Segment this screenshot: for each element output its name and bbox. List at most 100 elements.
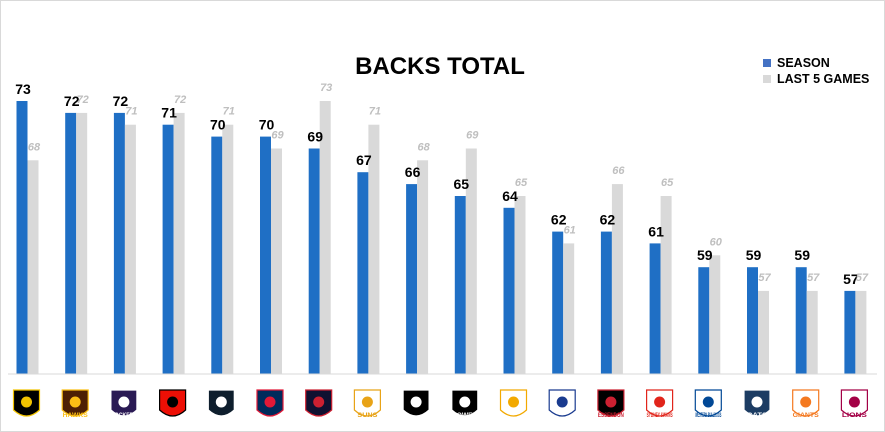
lion-icon-mark — [848, 396, 860, 408]
goldcoast-logo-text: SUNS — [357, 413, 377, 419]
bomber-icon-mark — [605, 396, 617, 408]
label-last5-6: 73 — [320, 82, 332, 94]
bar-season-6 — [308, 148, 320, 374]
essendon-logo-text: ESSENDON — [598, 413, 624, 419]
bar-season-12 — [600, 231, 612, 374]
hawthorn-logo: HAWKS — [61, 389, 89, 419]
bar-season-1 — [65, 112, 77, 375]
bar-last5-4 — [222, 124, 234, 374]
bar-last5-7 — [368, 124, 380, 374]
bar-last5-2 — [124, 124, 136, 374]
label-last5-3: 72 — [174, 94, 186, 106]
team-logos-group: HAWKS DOCKERS SUNS POWER ESSENDON SYDNEY SWAN… — [12, 389, 868, 419]
bar-last5-14 — [709, 255, 721, 374]
label-season-8: 66 — [405, 164, 421, 180]
bar-last5-11 — [563, 243, 575, 374]
bar-season-7 — [357, 172, 369, 374]
richmond-logo — [12, 389, 41, 417]
bar-season-16 — [795, 267, 807, 374]
westernbulldogs-logo: WESTERN BULLDOGS — [694, 389, 722, 419]
label-last5-8: 68 — [417, 141, 430, 153]
label-season-10: 64 — [502, 188, 518, 204]
sun-icon-mark — [361, 396, 373, 408]
sydney-logo-text: SYDNEY SWANS — [647, 413, 673, 419]
legend-label-last5: LAST 5 GAMES — [777, 72, 869, 86]
label-season-12: 62 — [600, 212, 616, 228]
portadelaide-logo-text: POWER — [452, 413, 478, 419]
legend-label-season: SEASON — [777, 56, 830, 70]
bar-season-8 — [406, 184, 418, 374]
bars-group — [16, 101, 867, 375]
portadelaide-logo: POWER — [451, 389, 479, 419]
legend: SEASON LAST 5 GAMES — [763, 56, 869, 86]
legend-swatch-season — [763, 59, 771, 67]
collingwood-logo — [402, 389, 430, 417]
label-last5-0: 68 — [28, 141, 41, 153]
label-season-15: 59 — [746, 247, 762, 263]
hawthorn-logo-text: HAWKS — [63, 413, 88, 419]
label-last5-16: 57 — [807, 272, 820, 284]
eagle-icon-mark — [508, 396, 519, 408]
brisbane-logo-text: LIONS — [842, 413, 867, 419]
bar-season-14 — [698, 267, 710, 374]
bar-season-4 — [211, 136, 223, 374]
sydney-logo: SYDNEY SWANS — [646, 389, 674, 419]
bar-last5-9 — [465, 148, 477, 374]
bar-season-17 — [844, 290, 856, 374]
label-season-3: 71 — [161, 105, 177, 121]
label-last5-11: 61 — [564, 224, 576, 236]
demon-icon-mark — [313, 396, 325, 408]
bulldog-icon-mark — [702, 396, 714, 408]
bar-last5-5 — [271, 148, 282, 374]
label-last5-2: 71 — [125, 106, 137, 118]
goldcoast-logo: SUNS — [353, 389, 381, 419]
bar-last5-3 — [173, 112, 185, 375]
power-icon-mark — [459, 396, 471, 408]
tiger-icon-mark — [21, 396, 32, 408]
bar-season-0 — [16, 101, 28, 374]
label-season-2: 72 — [113, 93, 129, 109]
label-season-4: 70 — [210, 117, 226, 133]
bar-season-15 — [747, 267, 758, 374]
bar-last5-16 — [806, 290, 818, 374]
label-last5-10: 65 — [515, 177, 528, 189]
bar-last5-1 — [76, 112, 88, 375]
bar-season-11 — [552, 231, 564, 374]
westernbulldogs-logo-text: WESTERN BULLDOGS — [695, 413, 721, 419]
gws-logo: GIANTS — [792, 389, 820, 419]
label-season-13: 61 — [648, 223, 664, 239]
stkilda-logo — [159, 389, 187, 417]
gws-icon-mark — [800, 396, 812, 408]
label-last5-14: 60 — [710, 236, 723, 248]
label-last5-12: 66 — [612, 165, 625, 177]
bar-last5-17 — [855, 290, 867, 374]
bar-last5-6 — [319, 101, 331, 374]
label-last5-4: 71 — [223, 106, 235, 118]
geelong-logo: CATS — [743, 389, 771, 419]
adelaide-logo — [256, 389, 284, 417]
bar-last5-13 — [660, 196, 672, 374]
crow-icon-mark — [264, 396, 276, 408]
chart-title: BACKS TOTAL — [355, 53, 525, 80]
bar-season-10 — [503, 207, 515, 374]
westcoast-logo — [499, 389, 528, 417]
label-last5-13: 65 — [661, 177, 674, 189]
brisbane-logo: LIONS — [840, 389, 868, 419]
melbourne-logo — [305, 389, 333, 417]
fremantle-logo-text: DOCKERS — [111, 413, 137, 419]
bar-last5-8 — [417, 160, 429, 374]
label-season-11: 62 — [551, 212, 567, 228]
label-last5-5: 69 — [271, 130, 284, 142]
cat-icon-mark — [751, 396, 763, 408]
geelong-logo-text: CATS — [747, 413, 767, 419]
legend-swatch-last5 — [763, 75, 771, 83]
bar-season-5 — [260, 136, 271, 374]
label-season-14: 59 — [697, 247, 713, 263]
bar-season-13 — [649, 243, 661, 374]
label-last5-15: 57 — [758, 272, 771, 284]
label-season-1: 72 — [64, 93, 80, 109]
bar-last5-12 — [611, 184, 623, 374]
bar-last5-10 — [514, 196, 526, 374]
